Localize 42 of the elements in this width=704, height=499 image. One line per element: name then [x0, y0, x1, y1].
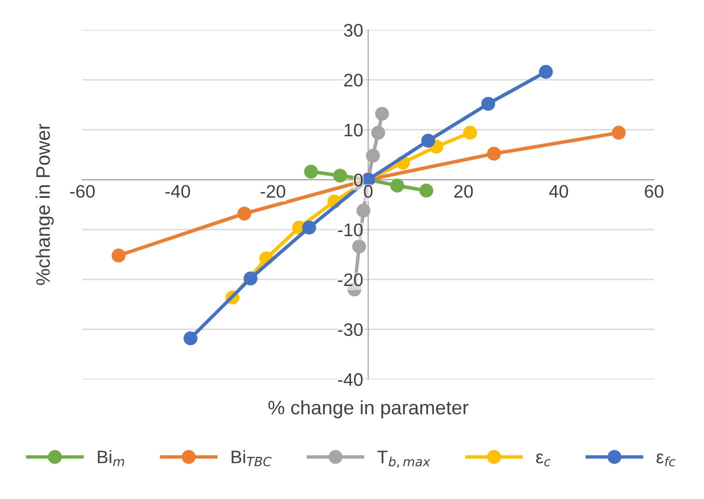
y-tick-label: 0 — [354, 174, 363, 186]
x-tick-label: 40 — [549, 184, 568, 198]
x-tick-label: 0 — [364, 184, 373, 198]
point — [112, 248, 126, 262]
x-tick-label: -20 — [260, 184, 286, 198]
point — [366, 148, 380, 163]
point — [304, 164, 318, 179]
point — [538, 64, 553, 79]
y-tick-label: -40 — [338, 373, 363, 386]
point — [352, 240, 366, 254]
x-tick-label: -60 — [70, 184, 95, 198]
x-tick-label: 20 — [454, 184, 473, 198]
point — [371, 126, 386, 140]
point — [481, 96, 496, 111]
y-tick-label: -10 — [338, 223, 363, 236]
point — [421, 134, 436, 148]
point — [302, 220, 316, 234]
legend-label: ε$_{fc}$ — [656, 454, 676, 466]
x-tick-label: 60 — [644, 184, 664, 198]
point — [184, 331, 198, 346]
y-tick-label: -30 — [338, 323, 363, 336]
legend-label: Bi$_{m}$ — [98, 450, 124, 466]
x-tick-label: -40 — [165, 184, 190, 198]
legend-label: T$_{b,max}$ — [377, 450, 430, 468]
point — [244, 271, 258, 286]
point — [375, 106, 389, 121]
y-tick-label: -20 — [338, 273, 363, 286]
legend-label: ε$_{c}$ — [536, 454, 551, 466]
y-tick-label: 30 — [344, 24, 363, 37]
y-axis-title: %change in Power — [36, 124, 54, 285]
point — [463, 126, 478, 140]
point — [356, 204, 370, 218]
point — [487, 146, 501, 161]
point — [419, 184, 434, 198]
point — [612, 126, 626, 140]
point — [333, 168, 348, 183]
point — [237, 206, 252, 221]
y-tick-label: 10 — [344, 124, 363, 136]
legend-label: Bi$_{TBC}$ — [232, 450, 272, 466]
y-tick-label: 20 — [344, 74, 363, 87]
point — [390, 178, 404, 193]
x-axis-title: % change in parameter — [268, 400, 468, 418]
